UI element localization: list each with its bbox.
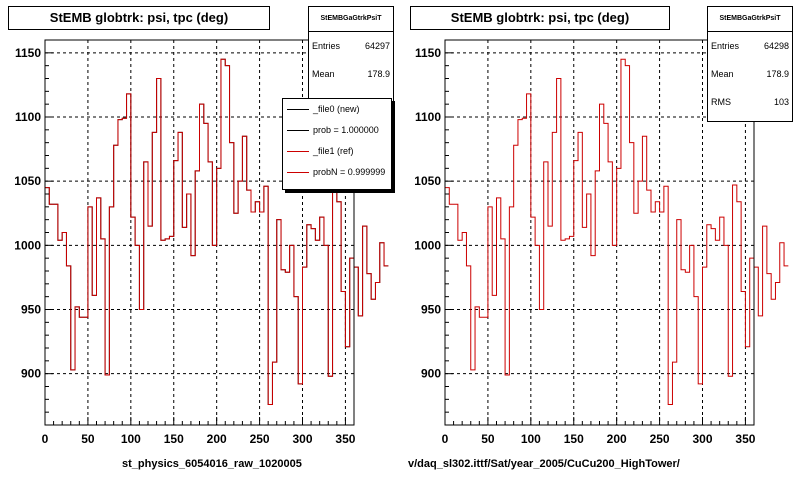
stats-row-entries: Entries 64298 [708, 32, 792, 60]
stats-label: Mean [711, 69, 734, 79]
histogram-right[interactable]: 0 50 100 150 200 250 300 350 900 950 1000 1050 1100 1… [400, 0, 800, 480]
y-tick-label: 950 [421, 303, 441, 317]
stats-value: 178.9 [367, 69, 390, 79]
x-tick-label: 100 [521, 432, 541, 446]
stats-value: 64297 [364, 41, 390, 51]
x-tick-label: 350 [335, 432, 355, 446]
x-tick-label: 0 [42, 432, 49, 446]
stats-label: Mean [312, 69, 335, 79]
x-tick-label: 0 [442, 432, 449, 446]
legend-label: probN = 0.999999 [313, 167, 386, 177]
x-tick-label: 250 [650, 432, 670, 446]
legend-swatch [287, 172, 309, 173]
stats-label: Entries [312, 41, 341, 51]
legend-label: _file0 (new) [313, 104, 360, 114]
footer-label-left: st_physics_6054016_raw_1020005 [122, 458, 302, 470]
x-tick-label: 50 [81, 432, 95, 446]
y-tick-label: 1150 [15, 46, 41, 60]
stats-row-mean: Mean 178.9 [309, 60, 393, 88]
stats-label: RMS [711, 97, 731, 107]
x-tick-label: 150 [164, 432, 184, 446]
y-tick-label: 1000 [14, 238, 41, 252]
plot-title-left: StEMB globtrk: psi, tpc (deg) [8, 6, 270, 30]
x-tick-label: 300 [292, 432, 312, 446]
x-tick-label: 200 [607, 432, 627, 446]
plot-title-right: StEMB globtrk: psi, tpc (deg) [410, 6, 670, 30]
plot-title-text: StEMB globtrk: psi, tpc (deg) [49, 10, 229, 25]
legend-label: prob = 1.000000 [313, 125, 379, 135]
legend-entry: prob = 1.000000 [283, 120, 391, 141]
legend-entry: probN = 0.999999 [283, 162, 391, 183]
plot-title-text: StEMB globtrk: psi, tpc (deg) [450, 10, 630, 25]
y-tick-label: 1100 [415, 110, 441, 124]
stats-value: 178.9 [766, 69, 789, 79]
histogram-series-line [445, 58, 789, 405]
stats-value: 103 [773, 97, 789, 107]
x-tick-label: 300 [692, 432, 712, 446]
footer-label-right: v/daq_sl302.ittf/Sat/year_2005/CuCu200_H… [408, 458, 680, 470]
stats-name: StEMBGaGtrkPsiT [309, 7, 393, 32]
footer-text: st_physics_6054016_raw_1020005 [122, 458, 302, 470]
legend-swatch [287, 151, 309, 152]
stats-row-rms: RMS 103 [708, 88, 792, 116]
y-tick-label: 1050 [14, 174, 41, 188]
histogram-series-line [45, 58, 389, 405]
y-tick-label: 1150 [415, 46, 441, 60]
legend-box: _file0 (new) prob = 1.000000 _file1 (ref… [282, 98, 392, 190]
legend-swatch [287, 109, 309, 110]
y-tick-label: 950 [21, 303, 41, 317]
histogram-left[interactable]: 0 50 100 150 200 250 300 350 900 950 1000 1050 1100 1… [0, 0, 400, 480]
legend-label: _file1 (ref) [313, 146, 354, 156]
x-tick-label: 250 [250, 432, 270, 446]
y-tick-label: 900 [421, 367, 441, 381]
x-tick-label: 200 [207, 432, 227, 446]
stats-box-right: StEMBGaGtrkPsiT Entries 64298 Mean 178.9… [707, 6, 793, 122]
stats-label: Entries [711, 41, 740, 51]
footer-text: v/daq_sl302.ittf/Sat/year_2005/CuCu200_H… [408, 458, 680, 470]
stats-value: 64298 [763, 41, 789, 51]
y-tick-label: 900 [21, 367, 41, 381]
y-tick-label: 1050 [414, 174, 441, 188]
x-tick-label: 150 [564, 432, 584, 446]
stats-row-entries: Entries 64297 [309, 32, 393, 60]
x-tick-label: 50 [481, 432, 495, 446]
legend-swatch [287, 130, 309, 131]
y-tick-label: 1100 [15, 110, 41, 124]
y-tick-label: 1000 [414, 238, 441, 252]
legend-entry: _file0 (new) [283, 99, 391, 120]
stats-row-mean: Mean 178.9 [708, 60, 792, 88]
legend-entry: _file1 (ref) [283, 141, 391, 162]
x-tick-label: 350 [735, 432, 755, 446]
x-tick-label: 100 [121, 432, 141, 446]
stats-name: StEMBGaGtrkPsiT [708, 7, 792, 32]
